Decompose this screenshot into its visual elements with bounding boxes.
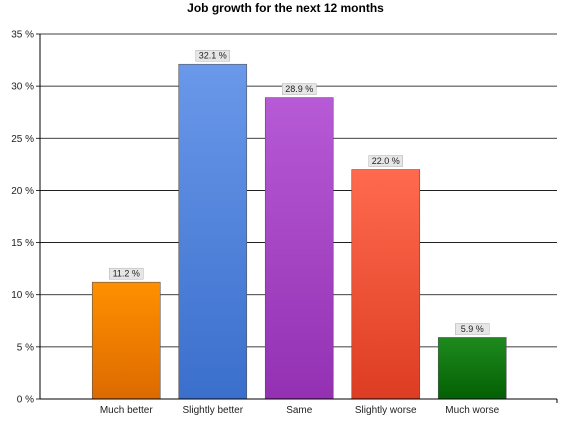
data-label: 22.0 % xyxy=(372,156,400,166)
data-label-box xyxy=(195,49,230,62)
y-tick-label: 35 % xyxy=(11,30,34,41)
data-label-box xyxy=(368,155,403,167)
y-tick-label: 5 % xyxy=(17,342,34,353)
y-tick-label: 20 % xyxy=(11,186,34,197)
y-tick-label: 10 % xyxy=(11,290,34,301)
bar xyxy=(351,169,421,400)
y-tick-label: 0 % xyxy=(17,395,34,406)
bar xyxy=(437,337,507,400)
y-tick-label: 30 % xyxy=(11,82,34,93)
data-label-box xyxy=(282,83,317,95)
chart-title: Job growth for the next 12 months xyxy=(187,1,384,15)
data-label: 11.2 % xyxy=(113,269,140,279)
data-label-box xyxy=(455,323,490,335)
x-tick-label: Slightly better xyxy=(182,405,243,416)
data-label: 28.9 % xyxy=(285,84,313,94)
data-label: 32.1 % xyxy=(199,51,227,61)
data-label: 5.9 % xyxy=(461,324,484,334)
bar xyxy=(178,63,248,400)
x-tick-label: Slightly worse xyxy=(355,405,417,416)
data-label-box xyxy=(109,267,144,280)
x-tick-label: Same xyxy=(286,405,313,416)
bar xyxy=(91,281,161,400)
y-tick-label: 15 % xyxy=(11,238,34,249)
x-tick-label: Much better xyxy=(100,405,153,416)
bar xyxy=(264,97,334,400)
y-tick-label: 25 % xyxy=(11,134,34,145)
x-tick-label: Much worse xyxy=(445,405,499,416)
